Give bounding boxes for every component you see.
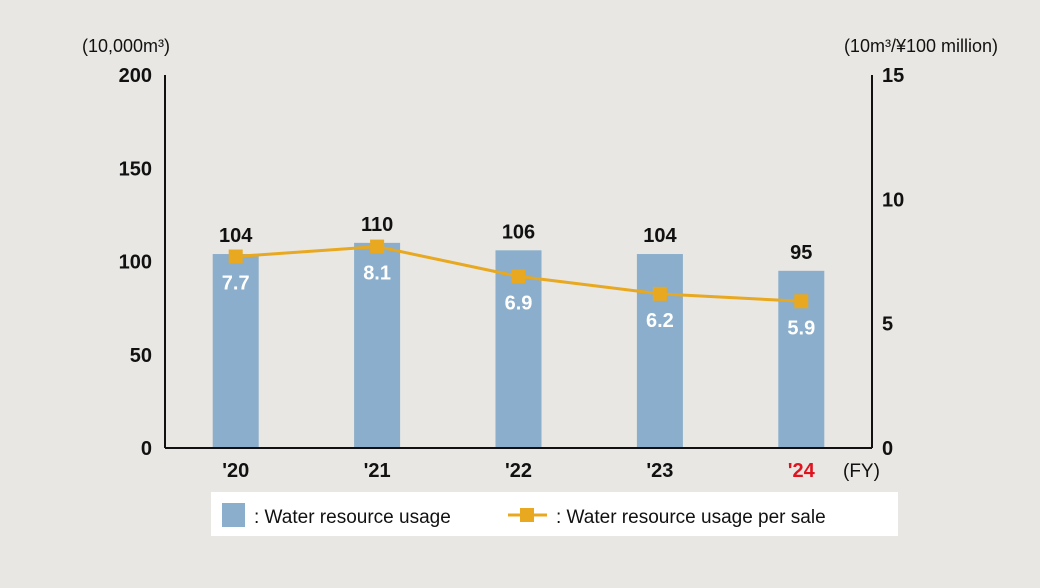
bar [212, 254, 259, 448]
right-tick-label: 5 [882, 314, 893, 336]
left-tick-label: 100 [119, 252, 152, 274]
bar-value-label: 106 [502, 221, 535, 243]
line-marker [794, 294, 809, 309]
bar [354, 242, 401, 448]
line-marker [228, 249, 243, 264]
left-axis-unit: (10,000m³) [82, 36, 170, 56]
line-value-label: 7.7 [222, 273, 250, 295]
line-value-label: 8.1 [363, 263, 391, 285]
x-axis-unit: (FY) [843, 461, 880, 482]
line-marker [652, 286, 667, 301]
left-tick-label: 200 [119, 65, 152, 87]
legend-bar-swatch [222, 503, 245, 527]
line-value-label: 6.2 [646, 310, 674, 332]
right-tick-label: 10 [882, 189, 904, 211]
left-tick-label: 150 [119, 158, 152, 180]
bar-value-label: 104 [219, 225, 253, 247]
x-tick-label: '24 [788, 460, 816, 482]
bar [636, 254, 683, 448]
line-marker [511, 269, 526, 284]
bar-value-label: 110 [361, 214, 393, 236]
x-tick-label: '21 [364, 460, 391, 482]
right-tick-label: 0 [882, 438, 893, 460]
left-tick-label: 0 [141, 438, 152, 460]
bar-value-label: 95 [790, 242, 812, 264]
line-value-label: 5.9 [787, 317, 815, 339]
bar-value-label: 104 [643, 225, 677, 247]
line-marker [370, 239, 385, 254]
legend-bar-label: : Water resource usage [254, 507, 451, 528]
x-tick-label: '23 [646, 460, 673, 482]
legend [211, 492, 898, 536]
left-tick-label: 50 [130, 345, 152, 367]
right-axis-unit: (10m³/¥100 million) [844, 36, 998, 56]
legend-line-marker [520, 508, 534, 522]
line-value-label: 6.9 [505, 292, 533, 314]
right-tick-label: 15 [882, 65, 904, 87]
legend-line-label: : Water resource usage per sale [556, 507, 826, 528]
x-tick-label: '22 [505, 460, 532, 482]
x-tick-label: '20 [222, 460, 249, 482]
